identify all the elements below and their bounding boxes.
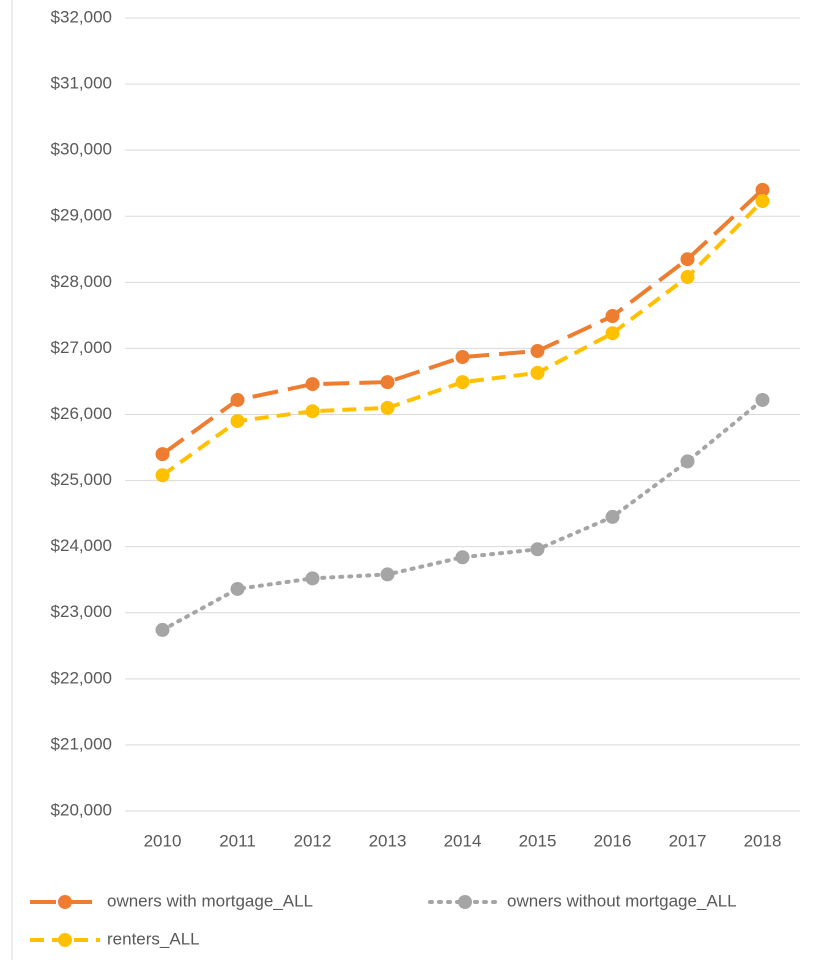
series-marker <box>680 252 695 267</box>
legend-swatch-marker <box>58 895 72 909</box>
y-tick-label: $25,000 <box>51 470 112 489</box>
series-marker <box>230 392 245 407</box>
series-marker <box>305 404 320 419</box>
y-tick-label: $21,000 <box>51 734 112 753</box>
legend-label: renters_ALL <box>107 929 200 948</box>
series-marker <box>380 400 395 415</box>
y-tick-label: $28,000 <box>51 272 112 291</box>
series-line <box>161 199 764 477</box>
series-marker <box>155 447 170 462</box>
y-tick-label: $20,000 <box>51 800 112 819</box>
series-marker <box>680 270 695 285</box>
series-marker <box>230 581 245 596</box>
x-tick-label: 2010 <box>144 831 182 850</box>
legend-swatch-marker <box>458 895 472 909</box>
series-marker <box>455 550 470 565</box>
series-marker <box>380 375 395 390</box>
y-tick-label: $31,000 <box>51 74 112 93</box>
y-tick-label: $22,000 <box>51 668 112 687</box>
x-tick-label: 2018 <box>744 831 782 850</box>
series-marker <box>755 392 770 407</box>
series-marker <box>605 309 620 324</box>
x-tick-label: 2015 <box>519 831 557 850</box>
series-marker <box>305 571 320 586</box>
y-tick-label: $26,000 <box>51 404 112 423</box>
y-tick-label: $30,000 <box>51 140 112 159</box>
y-tick-label: $32,000 <box>51 7 112 26</box>
series-marker <box>755 182 770 197</box>
x-tick-label: 2014 <box>444 831 482 850</box>
series-marker <box>155 622 170 637</box>
series-marker <box>605 509 620 524</box>
x-tick-label: 2016 <box>594 831 632 850</box>
series-marker <box>530 365 545 380</box>
y-tick-label: $29,000 <box>51 206 112 225</box>
series-marker <box>455 375 470 390</box>
series-marker <box>530 344 545 359</box>
legend-swatch-marker <box>58 933 72 947</box>
series-marker <box>155 468 170 483</box>
series-marker <box>380 567 395 582</box>
x-tick-label: 2011 <box>219 831 256 850</box>
series-line <box>161 188 764 456</box>
series-marker <box>605 326 620 341</box>
y-tick-label: $27,000 <box>51 338 112 357</box>
series-marker <box>455 350 470 365</box>
x-tick-label: 2017 <box>669 831 707 850</box>
y-tick-label: $24,000 <box>51 536 112 555</box>
legend-label: owners with mortgage_ALL <box>107 891 313 910</box>
series-marker <box>230 414 245 429</box>
x-tick-label: 2012 <box>294 831 332 850</box>
series-marker <box>305 377 320 392</box>
x-tick-label: 2013 <box>369 831 407 850</box>
legend-label: owners without mortgage_ALL <box>507 891 737 910</box>
series-marker <box>530 542 545 557</box>
series-marker <box>755 194 770 209</box>
y-tick-label: $23,000 <box>51 602 112 621</box>
series-marker <box>680 454 695 469</box>
